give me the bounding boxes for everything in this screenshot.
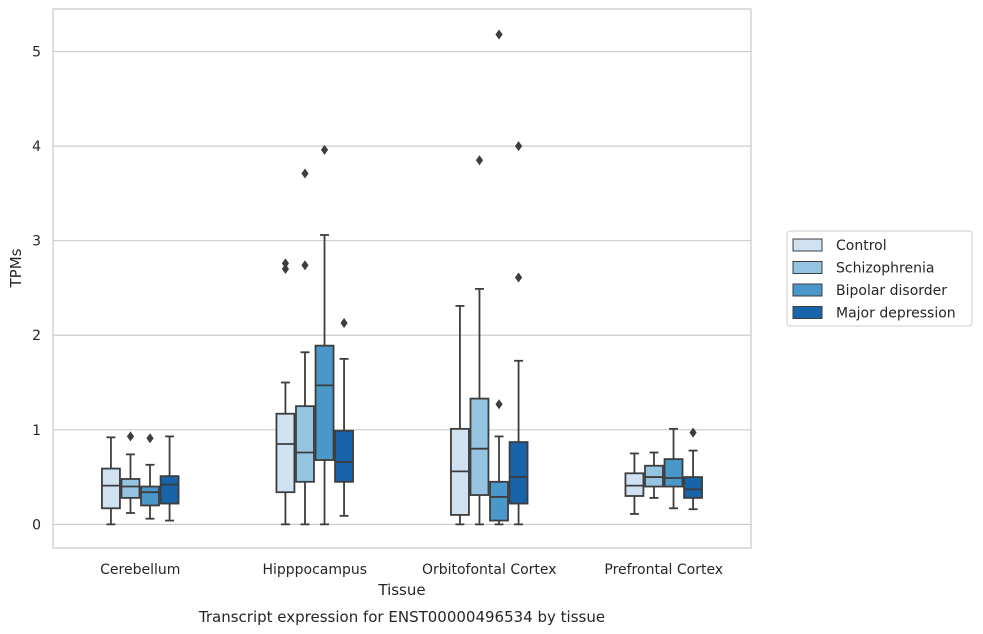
- legend-frame: [786, 230, 973, 327]
- box-body: [101, 467, 121, 510]
- legend-label-2: Bipolar disorder: [836, 283, 947, 299]
- legend-items: Control Schizophrenia Bipolar disorder Majo…: [792, 238, 956, 322]
- box-3-3: [683, 427, 703, 511]
- boxes: [101, 29, 703, 526]
- box-body: [140, 485, 160, 507]
- box-2-3: [508, 141, 529, 526]
- box-3-0: [624, 452, 645, 515]
- outlier-0: [320, 144, 329, 155]
- grid-lines: [53, 50, 751, 525]
- box-0-0: [101, 436, 121, 526]
- legend-label-1: Schizophrenia: [836, 261, 934, 277]
- box-0-3: [159, 435, 180, 522]
- outlier-0: [514, 272, 523, 283]
- y-tick-label-1: 1: [32, 423, 41, 439]
- box-2-0: [450, 305, 470, 526]
- box-body: [314, 344, 335, 461]
- outlier-1: [514, 141, 523, 152]
- figure-caption: Transcript expression for ENST0000049653…: [198, 608, 605, 626]
- box-body: [489, 480, 509, 522]
- y-tick-label-2: 2: [32, 328, 41, 344]
- x-axis-label: Tissue: [377, 581, 425, 599]
- legend-swatch-3: [792, 306, 823, 319]
- x-tick-labels: Cerebellum Hipppocampus Orbitofontal Corte…: [100, 562, 723, 578]
- outlier-0: [689, 427, 697, 438]
- plot-frame: [52, 8, 752, 549]
- legend: Control Schizophrenia Bipolar disorder Majo…: [786, 230, 973, 327]
- legend-swatch-0: [792, 238, 823, 252]
- outlier-1: [495, 29, 503, 40]
- outlier-0: [146, 433, 154, 444]
- y-axis-label: TPMs: [7, 248, 25, 288]
- box-0-2: [140, 433, 160, 520]
- box-3-2: [663, 427, 684, 510]
- box-body: [508, 441, 529, 505]
- outlier-0: [281, 264, 290, 275]
- legend-label-0: Control: [836, 238, 887, 254]
- box-body: [683, 476, 703, 499]
- outlier-1: [301, 168, 309, 179]
- box-body: [663, 458, 684, 488]
- outlier-0: [340, 317, 348, 328]
- box-body: [469, 397, 490, 496]
- y-tick-label-3: 3: [32, 234, 41, 250]
- y-tick-label-4: 4: [32, 139, 41, 155]
- outlier-0: [126, 431, 135, 442]
- outlier-0: [475, 155, 484, 166]
- outlier-1: [281, 258, 290, 269]
- box-body: [334, 429, 354, 483]
- box-2-1: [469, 155, 490, 526]
- x-tick-label-1: Hipppocampus: [262, 562, 367, 578]
- box-body: [295, 405, 315, 483]
- legend-swatch-2: [792, 283, 823, 297]
- box-1-1: [295, 168, 315, 526]
- box-1-0: [275, 258, 296, 526]
- box-body: [644, 464, 664, 488]
- box-3-1: [644, 451, 664, 499]
- legend-label-3: Major depression: [836, 306, 956, 322]
- box-1-2: [314, 144, 335, 526]
- box-body: [120, 478, 141, 499]
- outlier-0: [495, 399, 503, 410]
- y-tick-label-5: 5: [32, 45, 41, 61]
- x-tick-label-2: Orbitofontal Cortex: [422, 562, 557, 578]
- outlier-0: [301, 260, 309, 271]
- x-tick-label-0: Cerebellum: [100, 562, 180, 578]
- y-tick-label-0: 0: [32, 517, 41, 533]
- box-body: [624, 472, 645, 497]
- box-body: [159, 475, 180, 505]
- y-tick-labels: 0 1 2 3 4 5: [32, 45, 41, 534]
- legend-swatch-1: [792, 261, 823, 274]
- box-1-3: [334, 317, 354, 517]
- box-2-2: [489, 29, 509, 526]
- x-tick-label-3: Prefrontal Cortex: [604, 562, 723, 578]
- box-body: [275, 412, 296, 494]
- box-0-1: [120, 431, 141, 514]
